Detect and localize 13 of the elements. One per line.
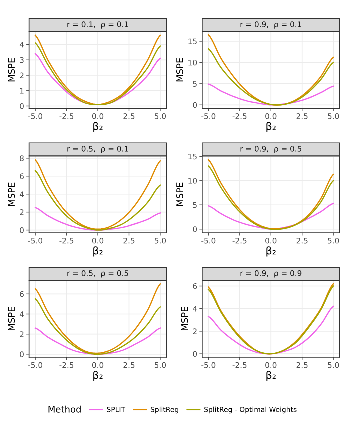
y-axis-title: MSPE [8, 58, 16, 82]
y-axis-title: MSPE [8, 182, 16, 206]
x-axis-title: β₂ [94, 246, 103, 257]
y-axis-title: MSPE [176, 182, 184, 206]
y-axis-title: MSPE [8, 307, 16, 330]
x-axis-title: β₂ [94, 122, 103, 132]
legend-title: Method [48, 406, 81, 413]
x-axis-title: β₂ [266, 371, 276, 382]
x-axis-title: β₂ [94, 371, 103, 382]
x-axis-title: β₂ [266, 122, 276, 132]
x-axis-title: β₂ [266, 246, 276, 257]
y-axis-title: MSPE [176, 58, 184, 82]
y-axis-title: MSPE [181, 307, 188, 330]
